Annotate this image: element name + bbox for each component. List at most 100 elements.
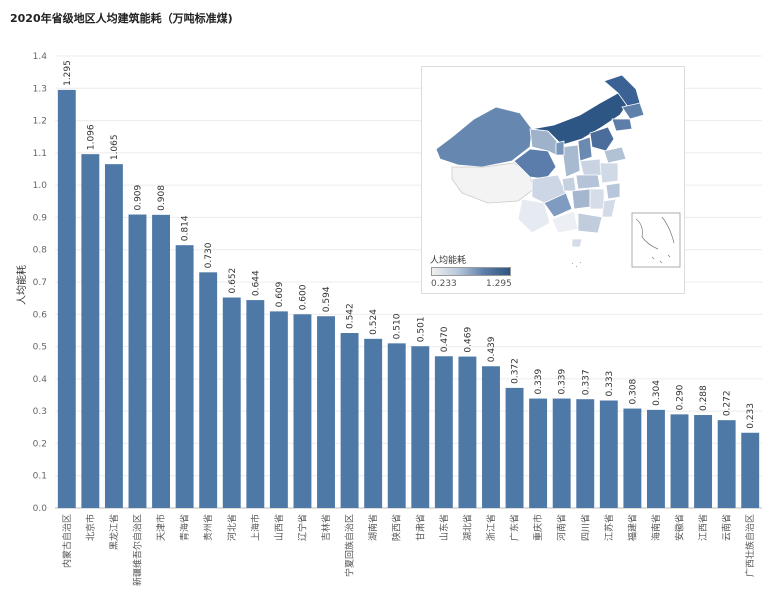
- bar: [623, 408, 642, 508]
- data-label: 0.909: [133, 184, 143, 210]
- data-label: 0.510: [393, 313, 403, 339]
- bar: [175, 245, 194, 509]
- map-region-ningxia: [555, 140, 565, 156]
- category-label: 山东省: [438, 514, 450, 541]
- map-region-shaanxi: [561, 144, 581, 178]
- y-tick-label: 0.7: [33, 278, 47, 288]
- map-region-guangdong: [577, 212, 603, 234]
- data-label: 0.272: [723, 390, 733, 416]
- y-tick-label: 0.5: [33, 343, 47, 353]
- map-region-jiangsu-anhui: [599, 162, 619, 184]
- category-label: 山西省: [273, 514, 285, 541]
- map-region-jiangxi: [589, 188, 605, 210]
- data-label: 0.594: [322, 286, 332, 312]
- china-map-inset: 人均能耗 0.233 1.295: [421, 66, 685, 294]
- data-label: 0.908: [157, 185, 167, 211]
- y-tick-label: 1.0: [33, 181, 48, 191]
- data-label: 0.288: [699, 385, 709, 411]
- bar: [152, 214, 171, 509]
- category-label: 上海市: [249, 514, 261, 541]
- category-label: 广西壮族自治区: [744, 514, 756, 577]
- map-region-henan: [579, 158, 603, 178]
- bar: [482, 366, 500, 508]
- map-region-chongqing: [561, 176, 577, 192]
- data-label: 0.600: [298, 284, 308, 310]
- value-labels: 1.295 1.096 1.065 0.909 0.908 0.814 0.730 0.652…: [63, 60, 756, 429]
- bar: [246, 300, 265, 508]
- bar: [293, 314, 312, 508]
- y-tick-label: 0.3: [33, 407, 47, 417]
- category-label: 湖北省: [461, 514, 473, 541]
- map-region-qinghai: [513, 148, 557, 180]
- map-region-zhejiang: [605, 182, 621, 200]
- bar: [599, 400, 618, 508]
- data-label: 0.308: [628, 379, 638, 405]
- map-legend-min: 0.233: [431, 279, 457, 289]
- y-tick-label: 0.2: [33, 439, 47, 449]
- category-label: 黑龙江省: [108, 514, 120, 550]
- data-label: 0.337: [581, 369, 591, 395]
- category-label: 浙江省: [485, 514, 497, 541]
- inset-coastline: [635, 216, 675, 264]
- bar: [57, 89, 76, 509]
- bar: [694, 415, 713, 508]
- map-region-shanxi: [577, 136, 593, 162]
- category-label: 新疆维吾尔自治区: [131, 514, 143, 586]
- data-label: 0.609: [275, 281, 285, 307]
- data-label: 0.524: [369, 309, 379, 335]
- data-label: 0.339: [558, 369, 568, 395]
- data-label: 0.542: [346, 303, 356, 329]
- map-region-fujian: [601, 198, 617, 218]
- map-region-yunnan: [517, 198, 551, 234]
- bar: [741, 432, 760, 508]
- category-label: 重庆市: [532, 514, 544, 541]
- map-region-beijing-hebei: [589, 126, 615, 152]
- bar: [529, 398, 548, 508]
- data-label: 1.065: [110, 134, 120, 160]
- y-axis-label: 人均能耗: [15, 265, 28, 305]
- y-tick-label: 1.3: [33, 84, 47, 94]
- bar: [104, 164, 123, 508]
- category-labels: 内蒙古自治区 北京市 黑龙江省 新疆维吾尔自治区 天津市 青海省 贵州省 河北省 上海市 山西省辽…: [61, 514, 756, 586]
- category-label: 甘肃省: [414, 514, 426, 541]
- category-label: 北京市: [84, 514, 96, 541]
- category-label: 贵州省: [202, 514, 214, 541]
- category-label: 安徽省: [674, 514, 686, 541]
- y-tick-label: 0.4: [33, 375, 48, 385]
- map-legend-title: 人均能耗: [430, 256, 467, 266]
- data-label: 0.730: [204, 242, 214, 268]
- category-label: 辽宁省: [296, 514, 308, 541]
- bar: [434, 356, 453, 508]
- y-axis-ticks: 0.0 0.1 0.2 0.3 0.4 0.5 0.6 0.7 0.8 0.9 1.0 1.1 1.2 1…: [33, 52, 48, 514]
- bar: [364, 338, 383, 508]
- bar: [717, 420, 736, 508]
- category-label: 河南省: [556, 514, 568, 541]
- y-tick-label: 0.6: [33, 310, 48, 320]
- data-label: 0.333: [605, 371, 615, 397]
- category-label: 内蒙古自治区: [61, 514, 73, 568]
- bar: [646, 409, 665, 508]
- data-label: 0.469: [463, 327, 473, 353]
- bar: [458, 356, 477, 508]
- bar: [81, 154, 100, 509]
- data-label: 0.372: [511, 358, 521, 384]
- map-region-shandong: [603, 146, 627, 164]
- data-label: 1.295: [63, 60, 73, 86]
- map-region-hubei: [575, 174, 601, 190]
- data-label: 0.304: [652, 380, 662, 406]
- category-label: 海南省: [650, 514, 662, 541]
- inset-island-dots: [571, 261, 582, 268]
- category-label: 福建省: [626, 514, 638, 541]
- y-tick-label: 0.0: [33, 504, 48, 514]
- category-label: 江苏省: [603, 514, 615, 541]
- map-region-hunan: [571, 188, 591, 210]
- y-tick-label: 0.8: [33, 246, 48, 256]
- map-region-liaoning: [611, 118, 633, 132]
- map-region-tibet: [451, 162, 535, 204]
- bar: [199, 272, 218, 508]
- bar: [552, 398, 571, 508]
- y-tick-label: 1.2: [33, 117, 47, 127]
- category-label: 湖南省: [367, 514, 379, 541]
- map-region-hainan: [571, 238, 583, 248]
